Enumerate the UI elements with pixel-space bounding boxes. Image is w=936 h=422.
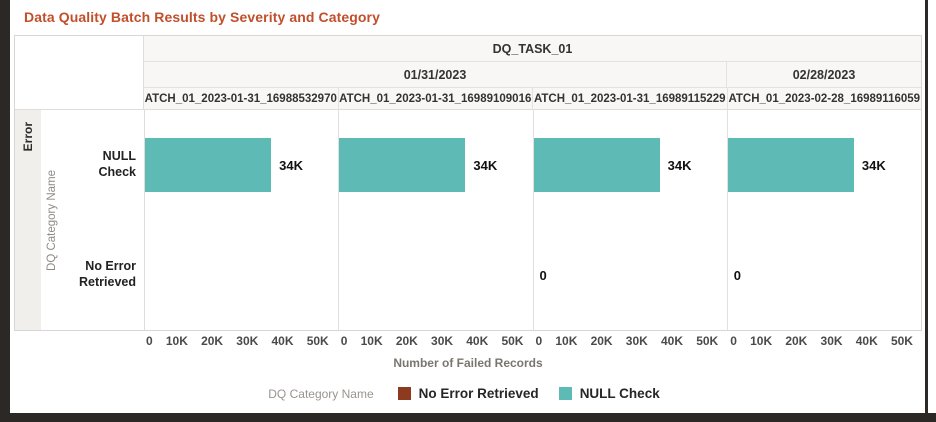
axis-tick-label: 50K <box>696 334 719 348</box>
severity-strip: Error <box>15 110 41 330</box>
batch-header-row: ATCH_01_2023-01-31_16988532970 ATCH_01_20… <box>144 88 921 109</box>
axis-tick-label: 20K <box>201 334 224 348</box>
axis-tick-label: 50K <box>890 334 913 348</box>
bar-row-0-1 <box>145 220 338 330</box>
column-headers: DQ_TASK_01 01/31/2023 02/28/2023 ATCH_01_… <box>15 36 921 110</box>
legend-item-null-check[interactable]: NULL Check <box>558 386 660 401</box>
tick-group-3: 0 10K 20K 30K 40K 50K <box>727 334 922 352</box>
batch-header-0: ATCH_01_2023-01-31_16988532970 <box>144 92 337 105</box>
axis-tick-label: 10K <box>360 334 383 348</box>
bar-value-label: 0 <box>539 267 547 283</box>
y-axis-title: DQ Category Name <box>46 169 58 271</box>
bar-null-check[interactable] <box>339 138 466 192</box>
bar-row-1-0: 34K <box>339 110 532 220</box>
bar-row-0-0: 34K <box>145 110 338 220</box>
ticks-groups: 0 10K 20K 30K 40K 50K 0 10K 20K 30K 40K 50K 0 10K 20K 3… <box>143 334 922 352</box>
panel-2: 34K 0 <box>532 110 727 330</box>
batch-header-3: ATCH_01_2023-02-28_16989116059 <box>726 88 922 109</box>
bar-row-2-1: 0 <box>534 220 727 330</box>
severity-label: Error <box>21 122 35 152</box>
legend-title: DQ Category Name <box>268 386 374 401</box>
panel-1: 34K <box>338 110 532 330</box>
bar-value-label: 34K <box>473 157 498 173</box>
date-group-header-1: 02/28/2023 <box>726 62 921 87</box>
batch-header-2: ATCH_01_2023-01-31_16989115229 <box>532 88 727 109</box>
bar-row-3-0: 34K <box>727 110 921 220</box>
chart-grid: DQ_TASK_01 01/31/2023 02/28/2023 ATCH_01_… <box>14 35 922 331</box>
axis-tick-label: 20K <box>785 334 808 348</box>
category-labels-column: NULL Check No Error Retrieved <box>63 110 144 330</box>
legend-items: No Error Retrieved NULL Check <box>397 386 660 401</box>
date-group-header-0: 01/31/2023 <box>403 67 467 82</box>
batch-header-1: ATCH_01_2023-01-31_16989109016 <box>337 88 533 109</box>
bar-row-1-1 <box>339 220 532 330</box>
axis-tick-label: 40K <box>660 334 683 348</box>
x-axis-title: Number of Failed Records <box>393 356 543 370</box>
window-frame-bottom <box>0 413 936 422</box>
legend-swatch-icon <box>397 387 411 400</box>
bar-null-check[interactable] <box>533 138 660 192</box>
axis-tick-label: 10K <box>555 334 578 348</box>
axis-tick-label: 20K <box>395 334 418 348</box>
axis-tick-label: 50K <box>501 334 524 348</box>
category-label-no-error-retrieved: No Error Retrieved <box>79 259 136 289</box>
axis-tick-label: 0 <box>340 334 348 348</box>
y-axis-title-column: DQ Category Name <box>41 110 63 330</box>
axis-tick-label: 30K <box>431 334 454 348</box>
panels-region: 34K 34K 34K 0 34K 0 <box>144 110 921 330</box>
bar-value-label: 34K <box>667 157 692 173</box>
category-label-null-check: NULL Check <box>98 149 136 179</box>
task-header-row: DQ_TASK_01 <box>144 36 921 62</box>
axis-tick-label: 20K <box>590 334 613 348</box>
axis-tick-label: 30K <box>625 334 648 348</box>
panel-0: 34K <box>145 110 338 330</box>
axis-tick-label: 0 <box>146 334 153 348</box>
tick-group-0: 0 10K 20K 30K 40K 50K <box>143 334 338 352</box>
axis-tick-label: 50K <box>306 334 329 348</box>
bar-null-check[interactable] <box>727 138 854 192</box>
axis-tick-label: 10K <box>750 334 773 348</box>
axis-tick-label: 40K <box>271 334 294 348</box>
axis-tick-label: 0 <box>535 334 543 348</box>
legend-item-label: NULL Check <box>579 386 660 401</box>
bar-row-3-1: 0 <box>728 220 921 330</box>
tick-group-2: 0 10K 20K 30K 40K 50K <box>533 334 728 352</box>
chart-container: DQ_TASK_01 01/31/2023 02/28/2023 ATCH_01_… <box>14 35 922 370</box>
window-frame-left <box>0 0 10 422</box>
bar-row-2-0: 34K <box>533 110 727 220</box>
x-axis-ticks-row: 0 10K 20K 30K 40K 50K 0 10K 20K 30K 40K 50K 0 10K 20K 3… <box>14 334 922 352</box>
plot-body: Error DQ Category Name NULL Check No Err… <box>15 110 921 330</box>
corner-cell <box>15 36 144 109</box>
axis-tick-label: 30K <box>236 334 259 348</box>
legend-item-label: No Error Retrieved <box>418 386 539 401</box>
bar-value-label: 0 <box>733 267 741 283</box>
panel-3: 34K 0 <box>726 110 921 330</box>
axis-tick-label: 10K <box>165 334 188 348</box>
date-group-row: 01/31/2023 02/28/2023 <box>144 62 921 88</box>
bar-value-label: 34K <box>861 157 886 173</box>
axis-tick-label: 40K <box>855 334 878 348</box>
bar-value-label: 34K <box>279 157 303 173</box>
legend-item-no-error-retrieved[interactable]: No Error Retrieved <box>397 386 539 401</box>
axis-tick-label: 30K <box>820 334 843 348</box>
legend: DQ Category Name No Error Retrieved NULL … <box>10 386 918 401</box>
header-stack: DQ_TASK_01 01/31/2023 02/28/2023 ATCH_01_… <box>144 36 921 109</box>
tick-group-1: 0 10K 20K 30K 40K 50K <box>338 334 533 352</box>
window-frame-right <box>925 0 928 422</box>
axis-tick-label: 0 <box>730 334 737 348</box>
bar-null-check[interactable] <box>145 138 272 192</box>
task-header: DQ_TASK_01 <box>492 41 573 56</box>
chart-title: Data Quality Batch Results by Severity a… <box>24 9 380 25</box>
ticks-spacer <box>14 334 143 352</box>
legend-swatch-icon <box>558 387 572 400</box>
axis-tick-label: 40K <box>466 334 489 348</box>
